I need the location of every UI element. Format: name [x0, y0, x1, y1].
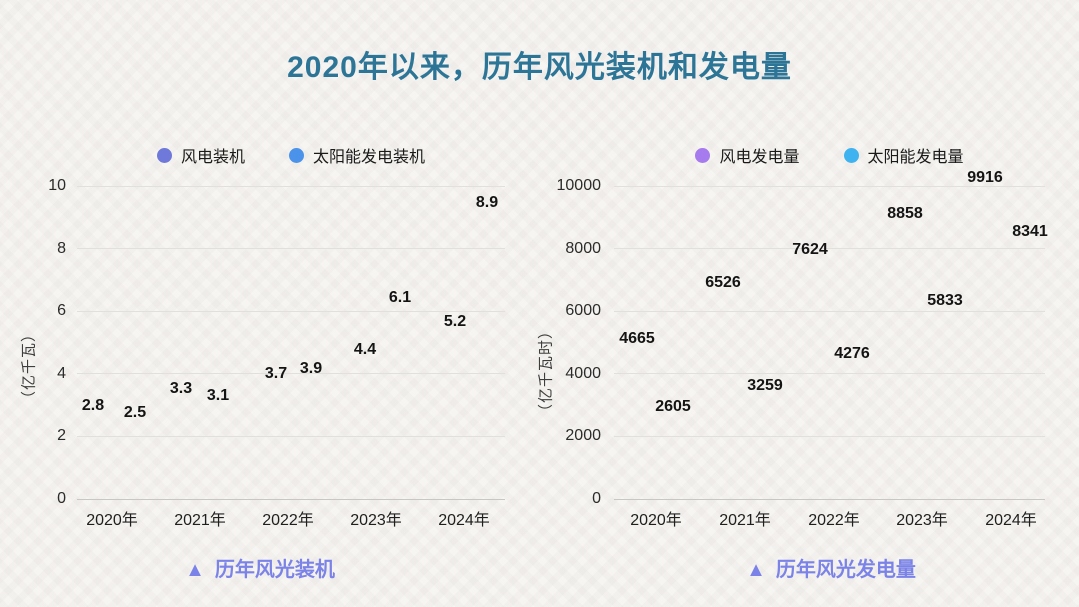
data-label: 3.7 [264, 365, 288, 383]
gridline [77, 435, 505, 437]
y-tick-label: 0 [592, 490, 601, 507]
x-tick-label: 2020年 [630, 512, 682, 529]
y-tick-label: 10000 [556, 177, 602, 194]
triangle-icon: ▲ [185, 559, 205, 581]
data-label: 6.1 [388, 289, 412, 307]
x-tick-label: 2024年 [985, 512, 1037, 529]
data-label: 8858 [887, 204, 923, 222]
legend-label: 太阳能发电量 [867, 149, 964, 166]
x-tick-label: 2023年 [350, 512, 402, 529]
generation-caption: ▲ 历年风光发电量 [679, 553, 983, 582]
legend-dot-icon [289, 147, 304, 163]
legend-item: 太阳能发电装机 [289, 143, 425, 167]
generation-legend: 风电发电量 太阳能发电量 [614, 142, 1045, 168]
x-tick-label: 2020年 [86, 512, 138, 529]
legend-dot-icon [695, 147, 711, 163]
legend-label: 太阳能发电装机 [313, 149, 426, 166]
x-tick-label: 2023年 [896, 512, 948, 529]
page-title: 2020年以来，历年风光装机和发电量 [287, 51, 792, 84]
data-label: 7624 [792, 241, 828, 259]
data-label: 4276 [834, 345, 870, 363]
y-tick-label: 4000 [565, 364, 601, 382]
gridline [77, 373, 505, 375]
gridline [77, 498, 505, 500]
y-tick-label: 6 [57, 302, 66, 320]
gridline [614, 185, 1045, 187]
y-tick-label: 2 [57, 427, 66, 445]
gridline [614, 310, 1045, 312]
legend-item: 太阳能发电量 [843, 143, 964, 167]
data-label: 8.9 [475, 194, 499, 212]
gridline [77, 310, 505, 312]
data-label: 3.3 [169, 379, 193, 397]
data-label: 2605 [655, 398, 691, 416]
data-label: 5833 [927, 292, 963, 310]
y-tick-label: 2000 [565, 427, 601, 445]
legend-dot-icon [156, 147, 172, 163]
gridline [614, 435, 1045, 437]
y-tick-label: 4 [57, 364, 66, 382]
data-label: 9916 [967, 168, 1003, 186]
legend-label: 风电装机 [180, 149, 245, 166]
data-label: 6526 [705, 273, 741, 291]
data-label: 4.4 [353, 341, 377, 359]
installed-capacity-caption: ▲ 历年风光装机 [108, 553, 412, 582]
y-axis-title: （亿千瓦时） [537, 322, 555, 420]
y-tick-label: 10 [48, 177, 66, 194]
x-tick-label: 2024年 [438, 512, 490, 529]
data-label: 2.8 [81, 397, 105, 415]
x-tick-label: 2021年 [174, 512, 226, 529]
caption-text: 历年风光装机 [214, 559, 335, 581]
data-label: 5.2 [443, 313, 467, 331]
data-label: 3.1 [206, 386, 230, 404]
data-label: 3.9 [299, 359, 323, 377]
legend-label: 风电发电量 [719, 149, 800, 166]
y-tick-label: 6000 [565, 302, 601, 320]
legend-item: 风电装机 [156, 143, 245, 167]
legend-dot-icon [843, 147, 859, 163]
legend-item: 风电发电量 [695, 143, 800, 167]
data-label: 8341 [1012, 222, 1048, 240]
data-label: 2.5 [123, 403, 147, 421]
installed-capacity-legend: 风电装机 太阳能发电装机 [77, 142, 505, 168]
data-label: 3259 [747, 376, 783, 394]
caption-text: 历年风光发电量 [775, 559, 916, 581]
y-tick-label: 8 [57, 239, 66, 257]
gridline [77, 248, 505, 250]
x-tick-label: 2022年 [808, 512, 860, 529]
y-tick-label: 8000 [565, 239, 601, 257]
gridline [614, 373, 1045, 375]
triangle-icon: ▲ [746, 559, 766, 581]
y-tick-label: 0 [57, 490, 66, 507]
gridline [614, 248, 1045, 250]
gridline [77, 185, 505, 187]
x-tick-label: 2022年 [262, 512, 314, 529]
x-tick-label: 2021年 [719, 512, 771, 529]
data-label: 4665 [619, 329, 655, 347]
gridline [614, 498, 1045, 500]
